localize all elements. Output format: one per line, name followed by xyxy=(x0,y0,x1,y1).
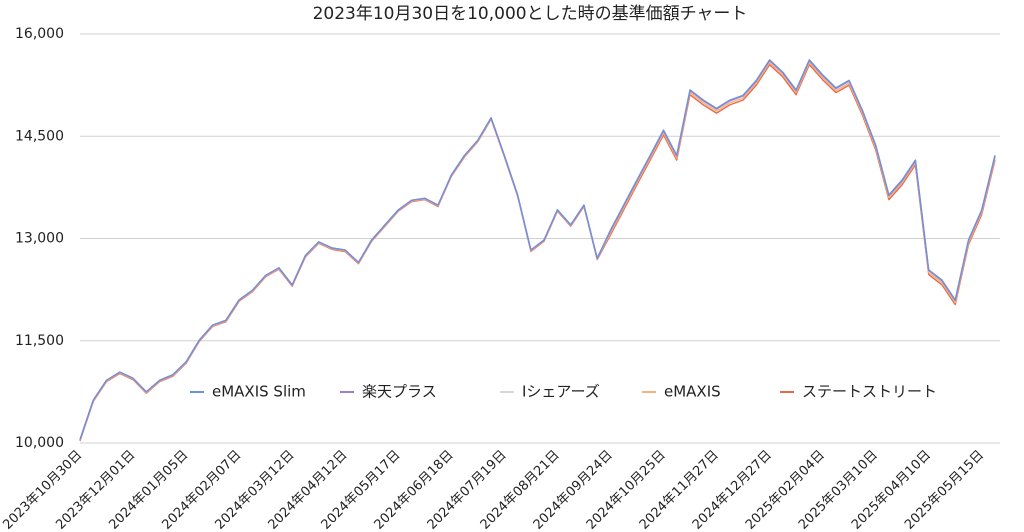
chart-title: 2023年10月30日を10,000とした時の基準価額チャート xyxy=(313,4,748,24)
legend-label: eMAXIS xyxy=(664,383,721,401)
legend-item: eMAXIS xyxy=(642,383,721,401)
legend-label: eMAXIS Slim xyxy=(212,383,306,401)
y-tick-label: 10,000 xyxy=(15,435,64,451)
legend-item: ステートストリート xyxy=(780,383,937,401)
y-tick-label: 13,000 xyxy=(15,231,64,247)
y-tick-label: 11,500 xyxy=(15,333,64,349)
series-line xyxy=(79,59,996,440)
legend-label: ステートストリート xyxy=(802,383,937,401)
legend-item: 楽天プラス xyxy=(340,383,437,401)
legend-label: Iシェアーズ xyxy=(522,383,600,401)
legend-item: Iシェアーズ xyxy=(500,383,600,401)
y-tick-label: 16,000 xyxy=(15,26,64,42)
legend-item: eMAXIS Slim xyxy=(190,383,306,401)
legend-label: 楽天プラス xyxy=(362,383,437,401)
y-tick-label: 14,500 xyxy=(15,128,64,144)
